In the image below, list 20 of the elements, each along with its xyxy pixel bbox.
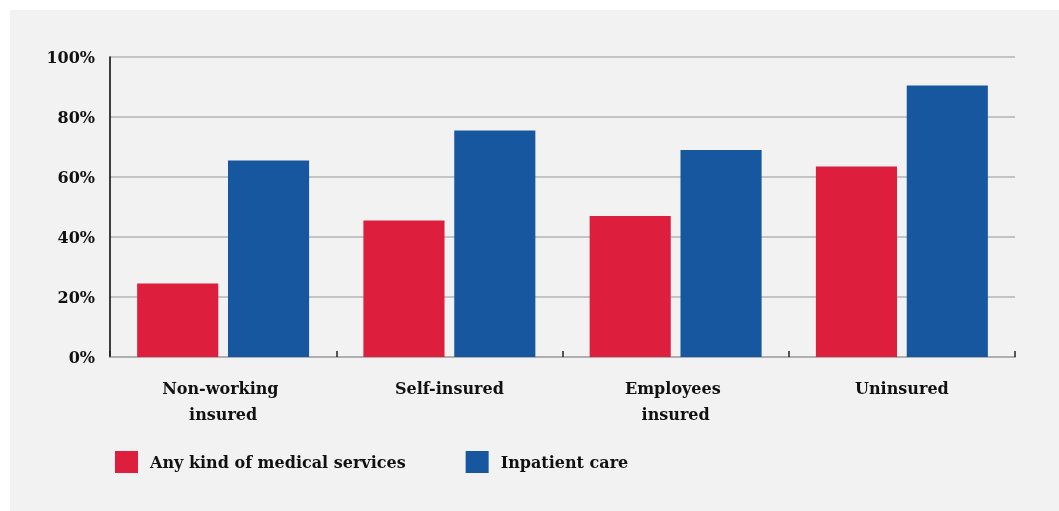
bar [454, 130, 536, 357]
x-tick-label: Self-insured [394, 378, 504, 398]
bar [589, 216, 671, 357]
x-tick-label: Uninsured [855, 378, 949, 398]
bar [227, 160, 310, 357]
x-tick-label: Non-working insured [162, 378, 285, 424]
y-tick-label: 100% [46, 47, 95, 67]
bar [906, 85, 988, 357]
y-tick-label: 80% [57, 107, 95, 127]
y-tick-label: 60% [57, 167, 95, 187]
legend-label: Inpatient care [500, 452, 629, 472]
y-tick-label: 20% [57, 287, 95, 307]
y-tick-label: 40% [57, 227, 95, 247]
bar [137, 283, 219, 357]
legend-label: Any kind of medical services [149, 452, 406, 472]
bar [815, 166, 898, 357]
bar [363, 220, 445, 357]
y-tick-label: 0% [68, 347, 95, 367]
x-tick-label: Employees insured [624, 378, 727, 424]
bar [680, 150, 762, 357]
